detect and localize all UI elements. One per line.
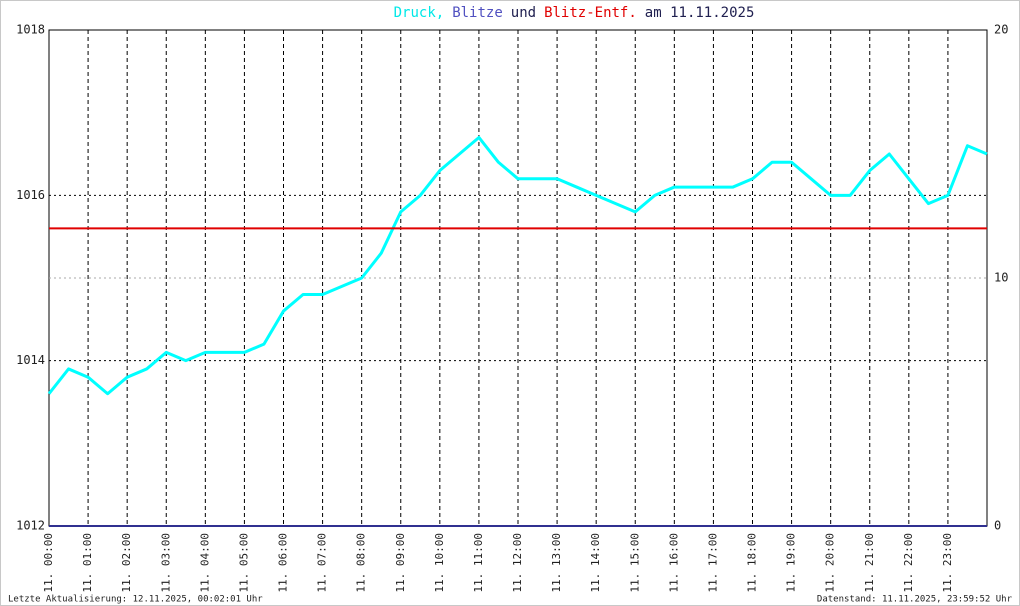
y2-tick-label: 10 xyxy=(994,271,1008,285)
x-tick-label: 11. 08:00 xyxy=(355,533,368,593)
x-tick-label: 11. 03:00 xyxy=(159,533,172,593)
title-part: am 11.11.2025 xyxy=(645,5,755,21)
x-tick-label: 11. 11:00 xyxy=(472,533,485,593)
chart-title: Druck, Blitze und Blitz-Entf. am 11.11.2025 xyxy=(394,5,755,21)
x-tick-label: 11. 20:00 xyxy=(824,533,837,593)
y-tick-label: 1018 xyxy=(16,23,45,37)
x-tick-label: 11. 14:00 xyxy=(589,533,602,593)
title-part: und xyxy=(511,5,536,21)
x-tick-label: 11. 17:00 xyxy=(706,533,719,593)
x-tick-label: 11. 23:00 xyxy=(941,533,954,593)
x-tick-label: 11. 16:00 xyxy=(667,533,680,593)
x-tick-label: 11. 18:00 xyxy=(746,533,759,593)
title-part: Druck, xyxy=(394,5,445,21)
x-tick-label: 11. 19:00 xyxy=(785,533,798,593)
y2-tick-label: 0 xyxy=(994,519,1001,533)
y-tick-label: 1012 xyxy=(16,519,45,533)
x-tick-label: 11. 13:00 xyxy=(550,533,563,593)
x-tick-label: 11. 12:00 xyxy=(511,533,524,593)
x-tick-label: 11. 06:00 xyxy=(277,533,290,593)
x-tick-label: 11. 07:00 xyxy=(316,533,329,593)
x-tick-label: 11. 04:00 xyxy=(198,533,211,593)
y-tick-label: 1016 xyxy=(16,188,45,202)
footer-left: Letzte Aktualisierung: 12.11.2025, 00:02… xyxy=(8,595,263,605)
x-tick-label: 11. 15:00 xyxy=(628,533,641,593)
y-tick-label: 1014 xyxy=(16,353,45,367)
x-tick-label: 11. 21:00 xyxy=(863,533,876,593)
series-line xyxy=(47,135,988,396)
y2-tick-label: 20 xyxy=(994,23,1008,37)
x-tick-label: 11. 05:00 xyxy=(237,533,250,593)
x-tick-label: 11. 00:00 xyxy=(42,533,55,593)
x-tick-label: 11. 10:00 xyxy=(433,533,446,593)
x-tick-label: 11. 22:00 xyxy=(902,533,915,593)
x-tick-label: 11. 02:00 xyxy=(120,533,133,593)
title-part: Blitze xyxy=(452,5,503,21)
title-part: Blitz-Entf. xyxy=(544,5,637,21)
footer-right: Datenstand: 11.11.2025, 23:59:52 Uhr xyxy=(817,595,1013,605)
x-tick-label: 11. 01:00 xyxy=(81,533,94,593)
x-tick-label: 11. 09:00 xyxy=(394,533,407,593)
